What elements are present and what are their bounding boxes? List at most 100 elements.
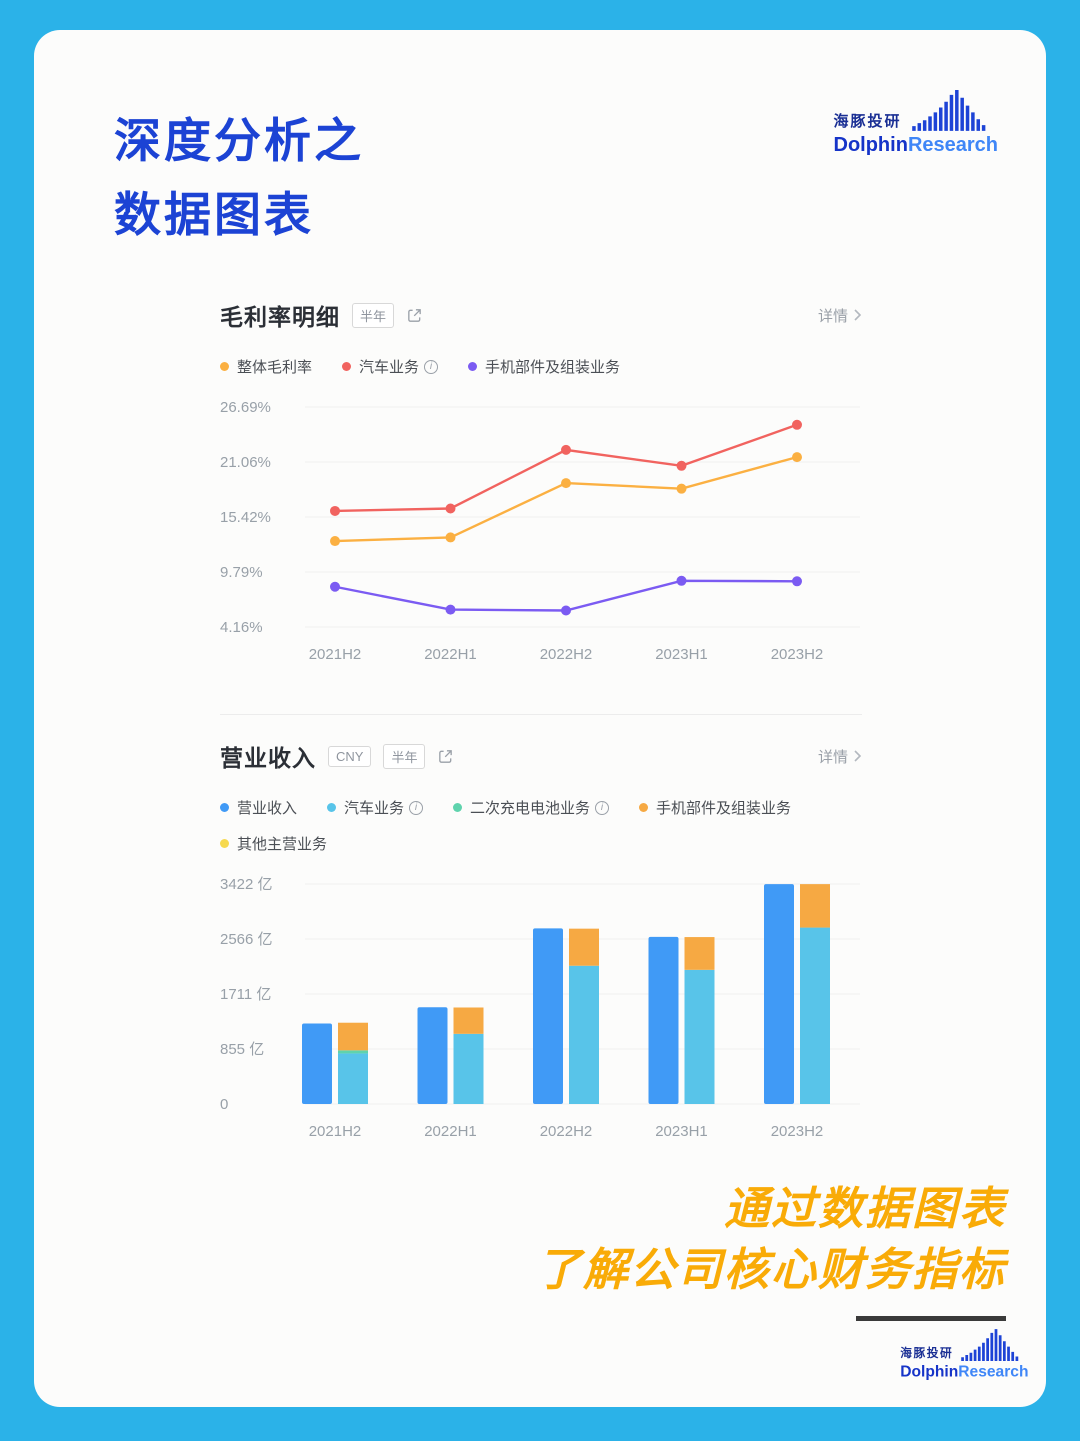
y-tick-label: 26.69% [220,399,271,416]
y-tick-label: 4.16% [220,619,263,636]
x-tick-label: 2021H2 [309,1123,362,1140]
bar-segment[interactable] [684,969,715,1104]
brand-name-cn: 海豚投研 [899,1347,953,1361]
bar-segment[interactable] [338,1022,368,1051]
legend-item[interactable]: 营业收入 [220,797,297,818]
data-point[interactable] [676,483,687,494]
legend-item[interactable]: 汽车业务 i [327,797,424,818]
legend-label: 汽车业务 [344,800,405,817]
bar-total-revenue[interactable] [533,928,563,1104]
content-card: 深度分析之 数据图表 海豚投研 DolphinResearch 毛利率明细 半年 [34,30,1046,1407]
data-point[interactable] [561,478,571,489]
brand-en-light: Research [957,1363,1028,1381]
period-tag[interactable]: 半年 [383,743,426,769]
bar-segment[interactable] [453,1007,484,1034]
x-tick-label: 2021H2 [309,646,362,663]
data-point[interactable] [330,581,340,592]
legend-item[interactable]: 整体毛利率 [220,356,312,377]
bar-segment[interactable] [569,928,599,966]
data-point[interactable] [561,605,571,616]
bar-segment[interactable] [338,1050,368,1054]
legend-label: 整体毛利率 [237,359,313,376]
period-tag[interactable]: 半年 [352,302,395,328]
bar-total-revenue[interactable] [648,936,679,1104]
y-tick-label: 1711 亿 [220,986,271,1003]
info-icon[interactable]: i [409,800,424,815]
data-point[interactable] [792,452,802,463]
y-tick-label: 9.79% [220,564,263,581]
bar-total-revenue[interactable] [417,1007,448,1104]
y-tick-label: 15.42% [220,509,271,526]
bar-segment[interactable] [800,927,830,1104]
details-link[interactable]: 详情 [818,746,862,767]
data-point[interactable] [330,505,340,516]
y-tick-label: 21.06% [220,454,271,471]
footer-tagline: 通过数据图表 了解公司核心财务指标 [536,1178,1006,1300]
details-label: 详情 [817,748,848,766]
data-point[interactable] [330,536,340,547]
brand-name-cn: 海豚投研 [833,113,902,130]
legend-label: 手机部件及组装业务 [485,359,621,376]
chart-title: 毛利率明细 [220,304,340,330]
page-title-line1: 深度分析之 [114,114,364,167]
x-tick-label: 2022H2 [540,1123,593,1140]
info-icon[interactable]: i [595,800,610,815]
brand-name-en: DolphinResearch [900,1363,1028,1381]
brand-en-bold: Dolphin [899,1363,958,1381]
data-point[interactable] [676,575,687,586]
data-point[interactable] [792,419,802,430]
external-link-icon[interactable] [437,748,454,765]
y-tick-label: 3422 亿 [220,876,273,893]
bar-segment[interactable] [684,937,715,970]
tagline-line2: 了解公司核心财务指标 [535,1244,1006,1295]
revenue-header: 营业收入 CNY 半年 详情 [220,739,862,773]
data-point[interactable] [561,444,571,455]
bar-total-revenue[interactable] [764,884,794,1104]
legend-item[interactable]: 手机部件及组装业务 [639,797,791,818]
legend-dot [453,803,463,812]
x-tick-label: 2023H2 [771,1123,824,1140]
legend-item[interactable]: 汽车业务 i [342,356,439,377]
data-point[interactable] [445,532,456,543]
legend-dot [220,839,229,848]
bar-segment[interactable] [453,1033,484,1104]
y-tick-label: 855 亿 [220,1041,264,1058]
legend-dot [327,803,337,812]
brand-logo: 海豚投研 DolphinResearch [900,1326,1028,1381]
currency-tag[interactable]: CNY [328,745,372,767]
legend-item[interactable]: 其他主营业务 [220,833,327,854]
legend-item[interactable]: 手机部件及组装业务 [468,356,620,377]
details-link[interactable]: 详情 [818,305,862,326]
brand-name-en: DolphinResearch [834,134,999,157]
data-point[interactable] [445,604,456,615]
page-title-line2: 数据图表 [114,188,314,241]
legend-item[interactable]: 二次充电电池业务 i [453,797,610,818]
line-series [334,455,798,543]
brand-logo: 海豚投研 DolphinResearch [833,86,999,157]
x-tick-label: 2023H2 [771,646,824,663]
external-link-icon[interactable] [406,307,423,324]
gross-margin-section: 毛利率明细 半年 详情 整体毛利率 汽车业务 i 手机部件及组装业务 26.69% 21… [220,298,862,687]
gross-margin-header: 毛利率明细 半年 详情 [220,298,862,332]
legend-label: 手机部件及组装业务 [656,800,792,817]
x-tick-label: 2023H1 [655,1123,708,1140]
legend-dot [342,362,352,371]
bar-segment[interactable] [338,1053,368,1104]
data-point[interactable] [676,460,687,471]
bar-total-revenue[interactable] [302,1023,332,1104]
gross-margin-legend: 整体毛利率 汽车业务 i 手机部件及组装业务 [220,356,862,377]
legend-dot [639,803,649,812]
tagline-line1: 通过数据图表 [723,1183,1006,1234]
bar-segment[interactable] [569,965,599,1104]
data-point[interactable] [445,503,456,514]
legend-dot [220,362,229,371]
legend-dot [468,362,478,371]
brand-en-bold: Dolphin [833,134,908,156]
revenue-section: 营业收入 CNY 半年 详情 营业收入 汽车业务 i 二次充电电池业务 i 手机部件及组装… [220,714,862,1164]
info-icon[interactable]: i [424,359,439,374]
bar-segment[interactable] [800,884,830,928]
legend-label: 二次充电电池业务 [470,800,591,817]
dolphin-bars-icon [911,90,985,131]
data-point[interactable] [792,576,802,587]
page-title: 深度分析之 数据图表 [114,104,364,252]
